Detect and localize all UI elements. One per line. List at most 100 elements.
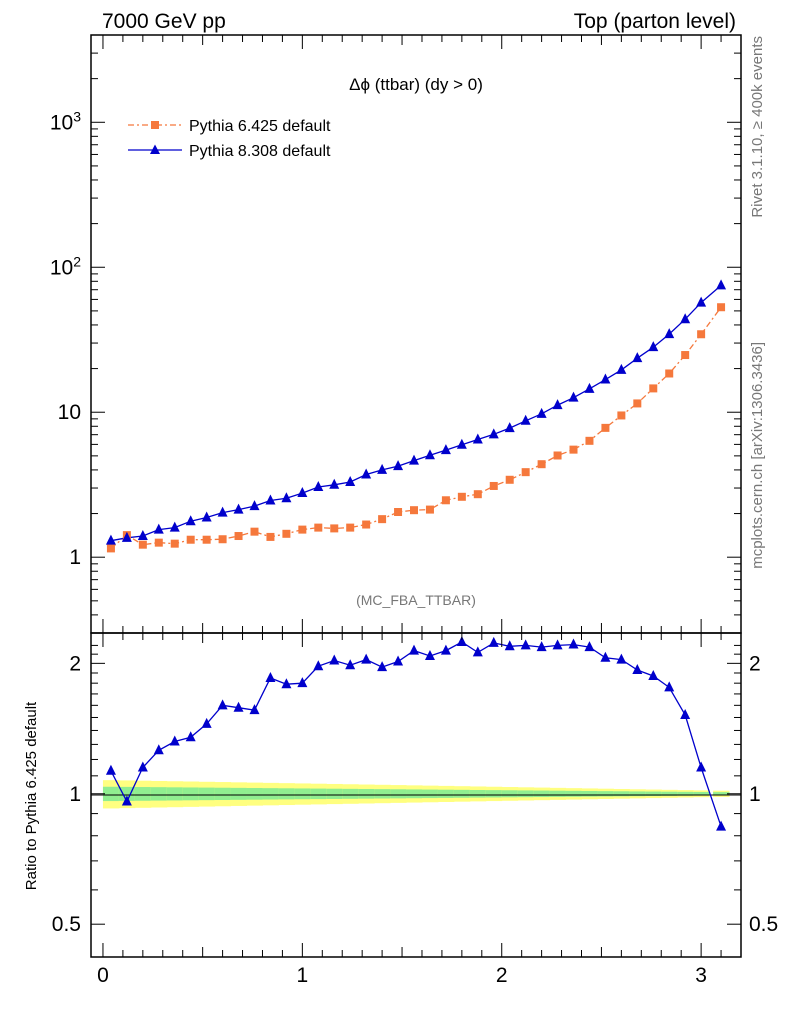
ratio-data-point-pythia8	[313, 660, 324, 671]
ratio-data-point-pythia8	[568, 638, 579, 649]
ratio-data-point-pythia8	[520, 639, 531, 650]
ratio-panel: 0.5 0.5 1 1 2 2 0 1 2 3 Ratio to Pythia 6.425 def…	[23, 632, 778, 987]
series-line-pythia6	[110, 306, 722, 549]
legend-marker-pythia8	[150, 144, 160, 154]
main-ytick-label: 102	[50, 253, 81, 279]
ratio-data-point-pythia8	[504, 640, 515, 651]
mcplots-text: mcplots.cern.ch [arXiv:1306.3436]	[749, 342, 766, 569]
data-point-pythia8	[680, 313, 691, 324]
legend: Pythia 6.425 default Pythia 8.308 defaul…	[128, 118, 331, 160]
ratio-band-inner	[565, 790, 582, 797]
ratio-band-inner	[278, 788, 295, 800]
data-point-pythia8	[329, 478, 340, 489]
main-ytick-label: 103	[50, 108, 81, 134]
data-point-pythia8	[536, 407, 547, 418]
data-point-pythia6	[410, 506, 419, 515]
data-point-pythia8	[424, 449, 435, 460]
ratio-band-inner	[150, 787, 168, 801]
data-point-pythia6	[266, 532, 275, 541]
data-point-pythia8	[201, 511, 212, 522]
ratio-band-inner	[581, 790, 598, 797]
data-point-pythia8	[616, 363, 627, 374]
ratio-data-point-pythia8	[153, 744, 164, 755]
ratio-data-point-pythia8	[137, 761, 148, 772]
ratio-data-point-pythia8	[345, 659, 356, 670]
data-point-pythia6	[330, 524, 339, 533]
ratio-data-point-pythia8	[105, 764, 116, 775]
data-point-pythia8	[137, 530, 148, 541]
ratio-band-inner	[661, 791, 678, 796]
data-point-pythia6	[537, 460, 546, 469]
ratio-frame	[90, 632, 742, 958]
ratio-band-inner	[230, 787, 248, 800]
data-point-pythia6	[569, 445, 578, 454]
data-point-pythia8	[648, 341, 659, 352]
series-line-pythia8	[110, 284, 722, 542]
data-point-pythia6	[250, 527, 259, 536]
data-point-pythia6	[186, 535, 195, 544]
data-point-pythia8	[456, 438, 467, 449]
data-point-pythia8	[105, 534, 116, 545]
ratio-data-point-pythia8	[440, 644, 451, 655]
legend-marker-pythia6	[151, 121, 159, 129]
data-point-pythia8	[121, 531, 132, 542]
data-point-pythia6	[282, 529, 291, 538]
data-point-pythia8	[265, 494, 276, 505]
data-point-pythia8	[664, 328, 675, 339]
ratio-band-inner	[358, 788, 375, 799]
ratio-band-inner	[485, 790, 503, 798]
ratio-data-point-pythia8	[680, 708, 691, 719]
data-point-pythia8	[393, 460, 404, 471]
ratio-band-inner	[214, 787, 232, 801]
data-point-pythia8	[696, 296, 707, 307]
ratio-band-inner	[182, 787, 200, 801]
ratio-data-point-pythia8	[716, 820, 727, 831]
ratio-data-point-pythia8	[488, 636, 499, 647]
header-left: 7000 GeV pp	[102, 10, 226, 33]
ratio-data-point-pythia8	[329, 654, 340, 665]
data-point-pythia8	[345, 476, 356, 487]
data-point-pythia6	[106, 544, 115, 553]
ratio-band-inner	[294, 788, 311, 800]
ratio-xtick-label: 0	[97, 964, 109, 987]
data-point-pythia8	[185, 515, 196, 526]
data-point-pythia6	[553, 451, 562, 460]
data-point-pythia6	[394, 508, 403, 517]
ratio-data-point-pythia8	[456, 636, 467, 647]
data-point-pythia8	[409, 454, 420, 465]
ratio-ytick-label: 0.5	[52, 913, 81, 936]
data-point-pythia8	[440, 444, 451, 455]
data-point-pythia6	[298, 525, 307, 534]
data-point-pythia8	[568, 391, 579, 402]
data-point-pythia8	[313, 480, 324, 491]
ratio-band-inner	[262, 788, 279, 800]
ratio-band-inner	[501, 790, 519, 798]
ratio-data-point-pythia8	[361, 653, 372, 664]
ratio-band-inner	[406, 789, 423, 799]
data-point-pythia8	[377, 463, 388, 474]
ratio-band-inner	[645, 791, 662, 797]
data-point-pythia6	[489, 481, 498, 490]
data-point-pythia6	[457, 492, 466, 501]
ratio-data-point-pythia8	[409, 644, 420, 655]
ratio-band-inner	[613, 791, 630, 797]
data-point-pythia6	[697, 330, 706, 339]
ratio-ytick-label-right: 0.5	[749, 913, 778, 936]
ratio-xtick-label: 3	[695, 964, 707, 987]
data-point-pythia6	[346, 523, 355, 532]
ratio-band-inner	[517, 790, 535, 798]
data-point-pythia8	[169, 521, 180, 532]
main-title: Δϕ (ttbar) (dy > 0)	[349, 75, 483, 94]
data-point-pythia6	[425, 505, 434, 514]
data-point-pythia8	[472, 433, 483, 444]
ratio-band-inner	[469, 789, 487, 798]
ratio-data-point-pythia8	[616, 653, 627, 664]
ratio-band-inner	[629, 791, 646, 797]
ratio-ytick-label-right: 1	[749, 783, 761, 806]
ratio-data-point-pythia8	[552, 639, 563, 650]
ratio-data-point-pythia8	[185, 731, 196, 742]
data-point-pythia6	[314, 523, 323, 532]
data-point-pythia8	[217, 506, 228, 517]
data-point-pythia6	[617, 411, 626, 420]
